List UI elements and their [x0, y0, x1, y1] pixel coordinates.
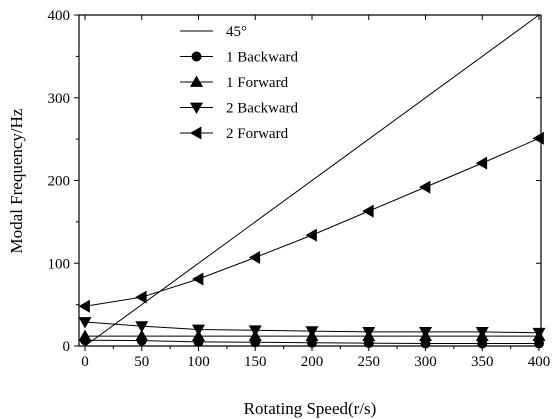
- data-point: [362, 327, 376, 339]
- data-point: [305, 326, 319, 338]
- data-point: [248, 250, 261, 264]
- series-0: [84, 14, 540, 347]
- data-point: [532, 327, 546, 340]
- x-tick-label: 200: [301, 354, 324, 370]
- data-point: [419, 327, 432, 339]
- data-point: [78, 329, 92, 341]
- data-point: [305, 228, 317, 242]
- legend-label: 2 Forward: [226, 126, 289, 142]
- data-point: [419, 180, 431, 194]
- x-axis-title: Rotating Speed(r/s): [244, 399, 377, 418]
- axes: 0 50 100 150 200 250 300 350 400 0 100 200 300 400: [48, 8, 551, 370]
- legend-swatch-marker: [190, 126, 202, 140]
- y-tick-label: 100: [48, 256, 71, 272]
- data-point: [532, 131, 544, 145]
- data-point: [135, 290, 147, 304]
- legend-entry: 2 Forward: [180, 126, 289, 142]
- data-point: [362, 204, 374, 218]
- legend-label: 45°: [226, 24, 247, 40]
- y-tick-label: 300: [48, 91, 71, 107]
- x-tick-label: 350: [471, 354, 494, 370]
- legend-entry: 45°: [180, 24, 247, 40]
- legend: 45° 1 Backward 1 Forward 2 Backward 2 Forwar…: [180, 24, 299, 142]
- data-point: [420, 338, 431, 349]
- legend-label: 1 Backward: [226, 50, 299, 66]
- legend-entry: 1 Backward: [180, 50, 299, 66]
- series-4: [78, 131, 544, 313]
- x-tick-label: 250: [358, 354, 381, 370]
- data-point: [78, 299, 90, 313]
- data-point: [135, 329, 149, 341]
- data-point: [248, 325, 262, 337]
- series-3: [78, 317, 546, 340]
- plot-area: [78, 14, 546, 349]
- data-point: [475, 327, 489, 339]
- x-tick-label: 150: [244, 354, 267, 370]
- x-tick-label: 100: [187, 354, 210, 370]
- legend-entry: 2 Backward: [180, 101, 299, 117]
- legend-label: 2 Backward: [226, 101, 299, 117]
- y-tick-label: 400: [48, 8, 71, 24]
- data-point: [192, 272, 204, 286]
- data-point: [135, 321, 149, 333]
- y-tick-label: 200: [48, 174, 71, 190]
- x-tick-label: 300: [414, 354, 437, 370]
- x-tick-label: 400: [528, 354, 551, 370]
- series-line: [84, 137, 540, 307]
- legend-swatch-marker: [191, 51, 202, 62]
- data-point: [192, 324, 205, 336]
- data-point: [477, 338, 488, 349]
- y-axis-title: Modal Frequency/Hz: [7, 108, 26, 253]
- x-tick-label: 50: [134, 354, 149, 370]
- legend-entry: 1 Forward: [180, 75, 289, 91]
- data-point: [475, 156, 488, 170]
- legend-swatch-marker: [190, 75, 203, 87]
- data-point: [534, 338, 544, 349]
- legend-label: 1 Forward: [226, 75, 289, 91]
- series-line: [84, 14, 540, 347]
- data-point: [78, 317, 92, 329]
- y-tick-label: 0: [63, 339, 71, 355]
- x-tick-label: 0: [81, 354, 89, 370]
- legend-swatch-marker: [190, 102, 203, 114]
